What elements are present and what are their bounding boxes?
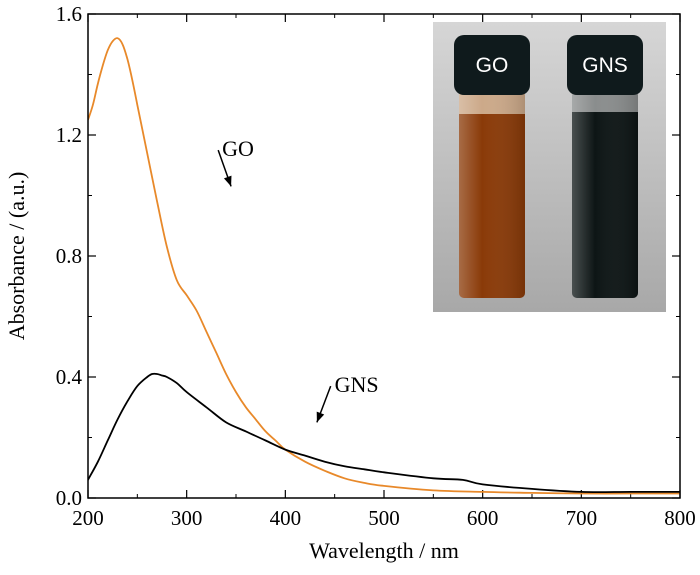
- annotation-gns: GNS: [335, 372, 379, 397]
- vial-go: GO: [454, 35, 530, 298]
- annotation-gns-arrowhead: [316, 411, 325, 423]
- vial-go-cap: [454, 35, 530, 95]
- vial-gns-glass: [572, 90, 638, 298]
- x-tick-label: 400: [270, 506, 302, 530]
- x-tick-label: 800: [664, 506, 696, 530]
- x-tick-label: 600: [467, 506, 499, 530]
- x-axis-title: Wavelength / nm: [309, 538, 459, 563]
- annotation-go-arrowhead: [223, 175, 232, 187]
- x-tick-label: 300: [171, 506, 203, 530]
- y-tick-label: 1.6: [56, 2, 82, 26]
- vial-go-glass: [459, 90, 525, 298]
- y-tick-label: 0.4: [56, 365, 83, 389]
- y-axis-title: Absorbance / (a.u.): [4, 172, 29, 341]
- y-tick-label: 0.0: [56, 486, 82, 510]
- vial-gns-label: GNS: [582, 54, 628, 77]
- x-tick-label: 500: [368, 506, 400, 530]
- annotation-layer: GO GNS: [217, 136, 379, 423]
- series-line-go: [88, 37, 680, 495]
- vial-go-label: GO: [476, 54, 509, 77]
- plot-frame: [87, 13, 681, 499]
- tick-label-layer: 200 300 400 500 600 700 800 0.0 0.4 0.8 1.2 1.6: [56, 2, 696, 530]
- x-tick-label: 200: [72, 506, 104, 530]
- annotation-go: GO: [222, 136, 254, 161]
- vial-gns: GNS: [567, 35, 643, 298]
- series-layer: [88, 37, 680, 495]
- x-tick-label: 700: [566, 506, 598, 530]
- y-tick-label: 1.2: [56, 123, 82, 147]
- vial-gns-cap: [567, 35, 643, 95]
- y-tick-label: 0.8: [56, 244, 82, 268]
- series-line-gns: [88, 372, 680, 494]
- inset-photo: GO GNS: [433, 22, 666, 312]
